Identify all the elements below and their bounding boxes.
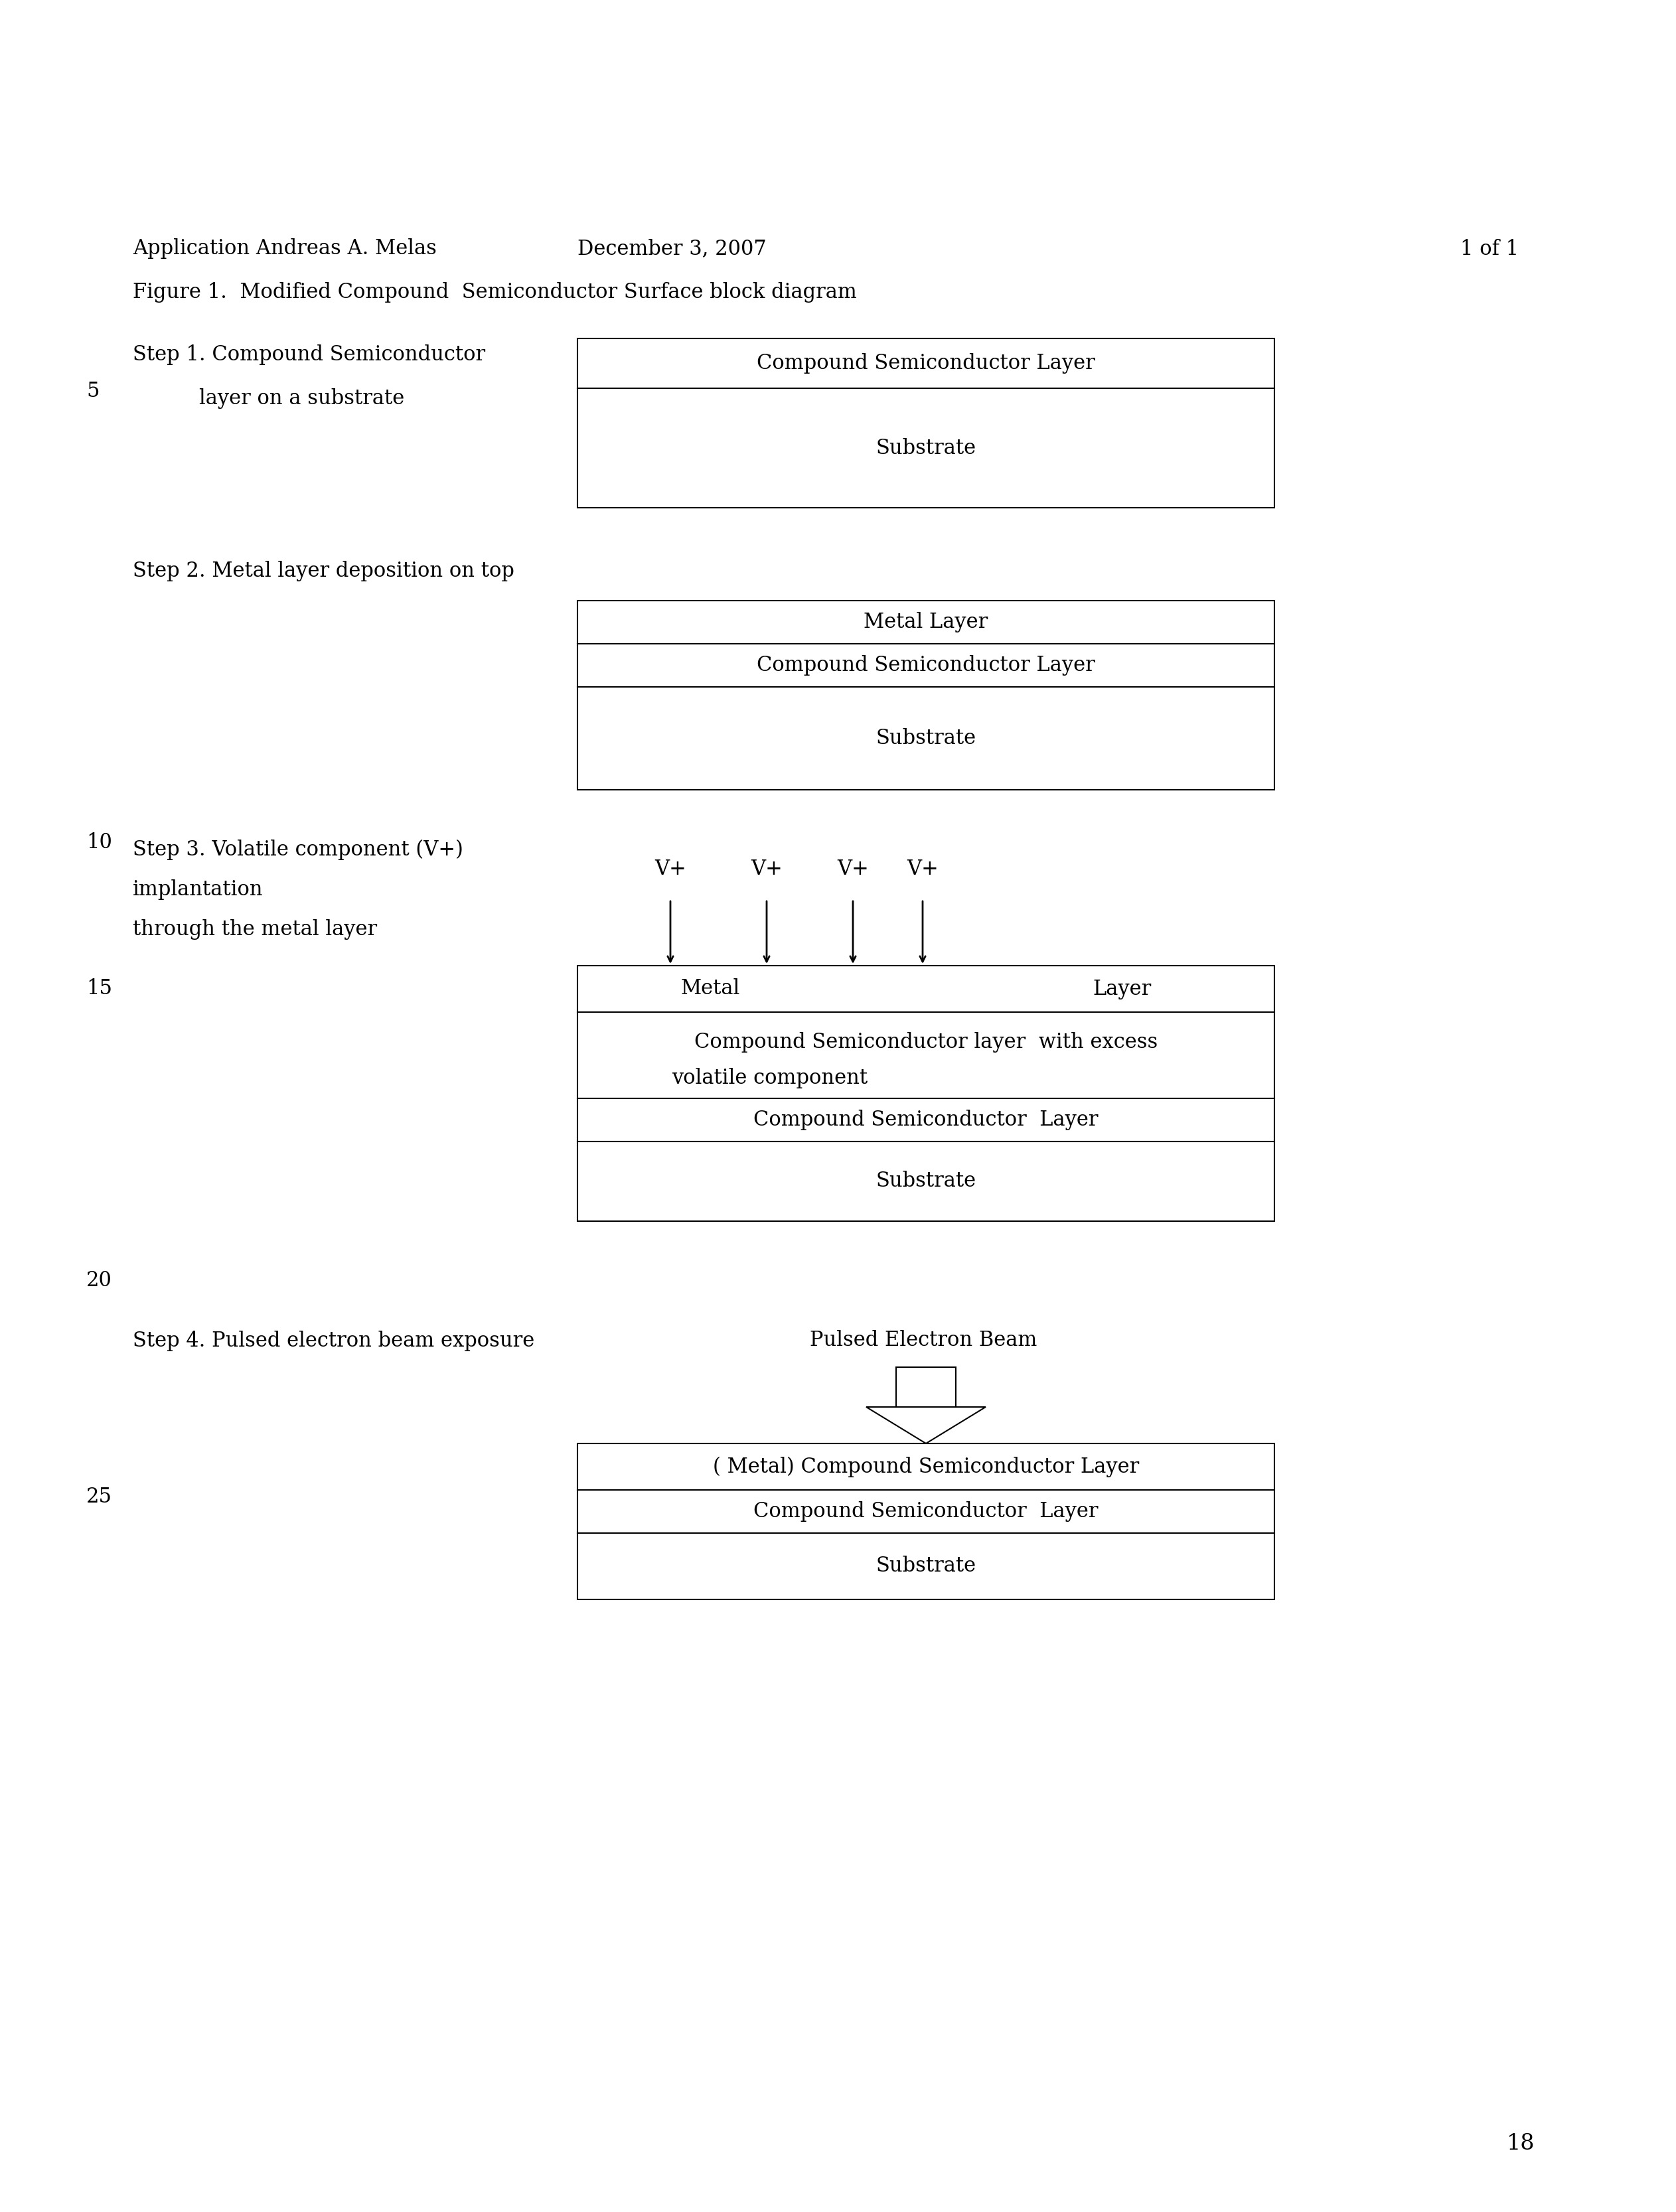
Text: V+: V+	[836, 858, 868, 880]
Bar	[897, 1367, 955, 1407]
Text: 15: 15	[85, 978, 112, 1000]
Text: 25: 25	[85, 1486, 112, 1506]
Text: Layer: Layer	[1093, 978, 1151, 1000]
Text: 10: 10	[85, 832, 112, 854]
Text: ( Metal) Compound Semiconductor Layer: ( Metal) Compound Semiconductor Layer	[712, 1455, 1140, 1478]
Text: Compound Semiconductor Layer: Compound Semiconductor Layer	[758, 354, 1094, 374]
Text: 5: 5	[85, 380, 99, 403]
Text: Substrate: Substrate	[877, 728, 975, 748]
Bar	[578, 967, 1274, 1221]
Text: through the metal layer: through the metal layer	[132, 918, 377, 940]
Text: Compound Semiconductor layer  with excess: Compound Semiconductor layer with excess	[694, 1031, 1158, 1053]
Text: 20: 20	[85, 1270, 112, 1292]
Text: Pulsed Electron Beam: Pulsed Electron Beam	[810, 1329, 1037, 1352]
Text: Step 3. Volatile component (V+): Step 3. Volatile component (V+)	[132, 838, 463, 860]
Text: V+: V+	[655, 858, 685, 880]
Text: Compound Semiconductor Layer: Compound Semiconductor Layer	[758, 655, 1094, 675]
Text: Application Andreas A. Melas: Application Andreas A. Melas	[132, 239, 437, 259]
Polygon shape	[866, 1407, 985, 1444]
Bar	[578, 602, 1274, 790]
Text: 18: 18	[1507, 2132, 1535, 2154]
Text: implantation: implantation	[132, 878, 263, 900]
Text: Metal Layer: Metal Layer	[863, 613, 989, 633]
Text: Step 2. Metal layer deposition on top: Step 2. Metal layer deposition on top	[132, 560, 515, 582]
Text: Metal: Metal	[680, 978, 739, 1000]
Text: volatile component: volatile component	[672, 1068, 868, 1088]
Text: Step 1. Compound Semiconductor: Step 1. Compound Semiconductor	[132, 345, 486, 365]
Text: Step 4. Pulsed electron beam exposure: Step 4. Pulsed electron beam exposure	[132, 1329, 535, 1352]
Text: layer on a substrate: layer on a substrate	[199, 387, 404, 409]
Text: Compound Semiconductor  Layer: Compound Semiconductor Layer	[754, 1502, 1098, 1522]
Text: Substrate: Substrate	[877, 1555, 975, 1577]
Text: Substrate: Substrate	[877, 1170, 975, 1192]
Text: V+: V+	[751, 858, 783, 880]
Text: December 3, 2007: December 3, 2007	[578, 239, 766, 259]
Bar	[578, 1444, 1274, 1599]
Text: Substrate: Substrate	[877, 438, 975, 458]
Text: Figure 1.  Modified Compound  Semiconductor Surface block diagram: Figure 1. Modified Compound Semiconducto…	[132, 281, 856, 303]
Bar	[578, 338, 1274, 509]
Text: V+: V+	[907, 858, 939, 880]
Text: 1 of 1: 1 of 1	[1460, 239, 1518, 259]
Text: Compound Semiconductor  Layer: Compound Semiconductor Layer	[754, 1110, 1098, 1130]
